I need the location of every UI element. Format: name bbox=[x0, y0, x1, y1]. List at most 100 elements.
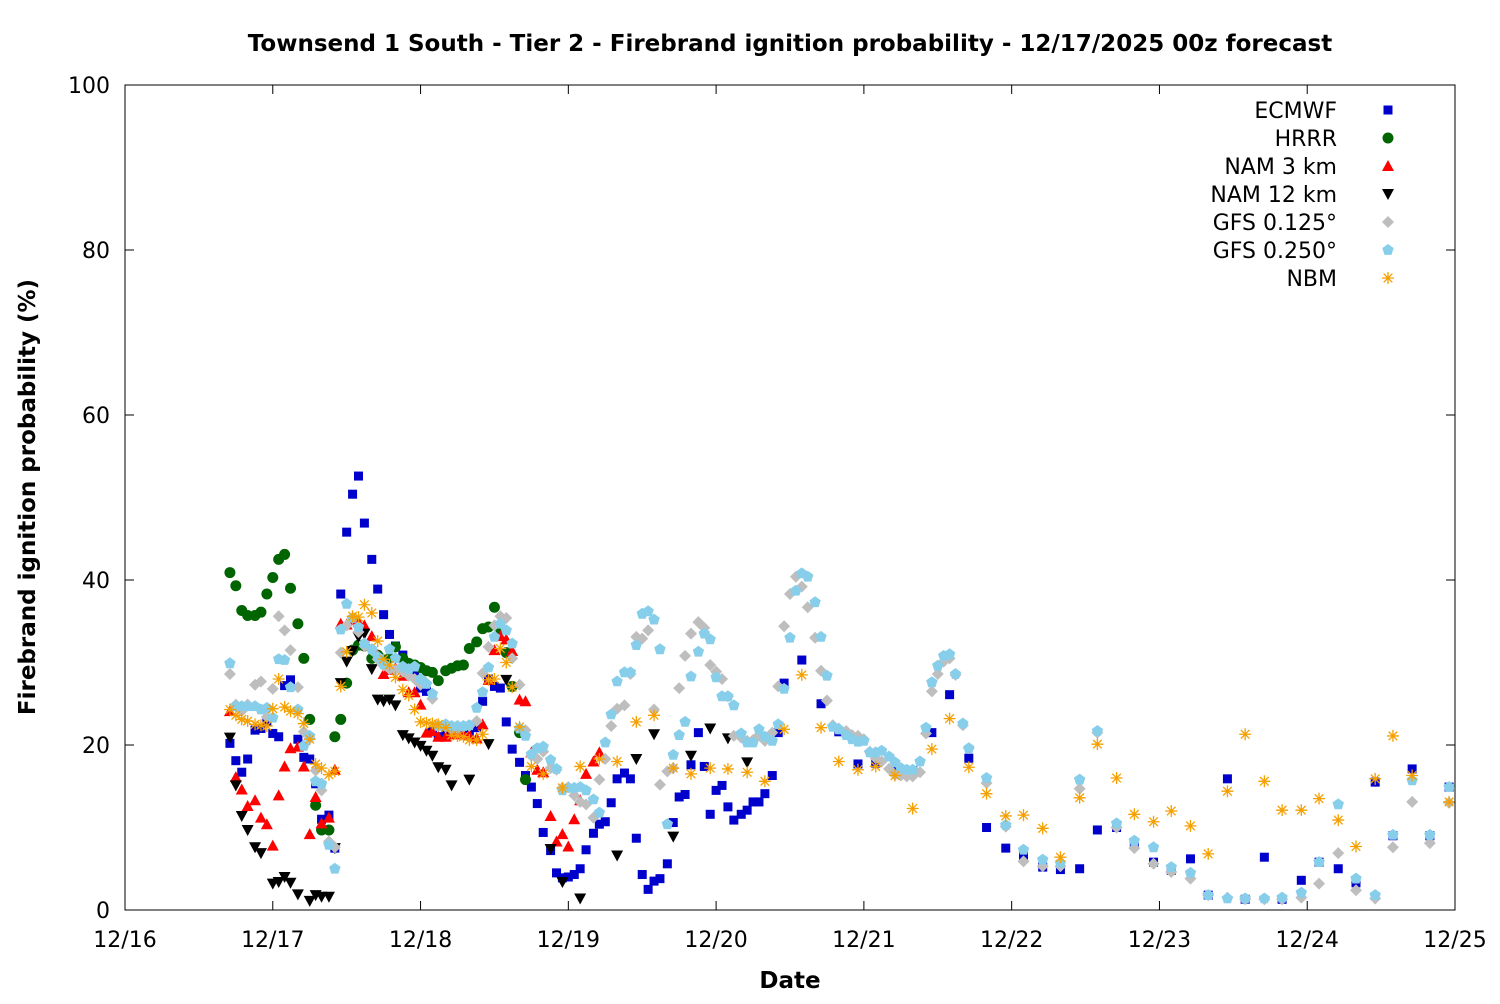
data-point bbox=[1147, 841, 1160, 853]
data-point bbox=[272, 876, 285, 888]
legend-marker bbox=[1382, 216, 1394, 228]
data-point bbox=[284, 644, 297, 657]
data-point bbox=[1386, 729, 1399, 742]
data-point bbox=[408, 703, 421, 716]
data-point bbox=[1073, 791, 1086, 804]
data-point bbox=[1258, 892, 1271, 904]
legend-marker bbox=[1383, 105, 1393, 115]
data-point bbox=[385, 629, 395, 639]
data-point bbox=[278, 760, 291, 772]
data-point bbox=[278, 654, 291, 665]
data-point bbox=[705, 809, 715, 819]
data-point bbox=[717, 780, 727, 790]
data-point bbox=[488, 601, 500, 613]
chart-title: Townsend 1 South - Tier 2 - Firebrand ig… bbox=[248, 31, 1332, 57]
data-point bbox=[241, 824, 254, 836]
data-point bbox=[472, 723, 482, 733]
data-point bbox=[426, 724, 439, 736]
data-point bbox=[519, 729, 532, 741]
data-point bbox=[728, 699, 740, 711]
data-point bbox=[224, 567, 236, 579]
data-point bbox=[1001, 843, 1011, 853]
data-point bbox=[309, 790, 322, 802]
data-point bbox=[888, 769, 901, 782]
series-nbm bbox=[223, 598, 1456, 864]
data-point bbox=[494, 617, 507, 629]
data-point bbox=[1332, 847, 1345, 860]
data-points bbox=[223, 471, 1456, 907]
data-point bbox=[402, 733, 415, 745]
data-point bbox=[426, 687, 439, 699]
data-point bbox=[1296, 875, 1306, 885]
data-point bbox=[630, 715, 643, 728]
data-point bbox=[506, 652, 519, 665]
data-point bbox=[550, 762, 563, 774]
data-point bbox=[471, 636, 483, 648]
data-point bbox=[588, 828, 598, 838]
data-point bbox=[643, 884, 653, 894]
data-point bbox=[624, 666, 637, 678]
data-point bbox=[1073, 782, 1086, 795]
data-point bbox=[1184, 866, 1197, 878]
y-tick-label: 0 bbox=[96, 899, 110, 924]
data-point bbox=[532, 799, 542, 809]
data-point bbox=[729, 815, 739, 825]
data-point bbox=[1054, 851, 1067, 864]
data-point bbox=[500, 656, 513, 669]
data-point bbox=[348, 489, 358, 499]
data-point bbox=[630, 639, 642, 650]
data-point bbox=[414, 740, 427, 752]
data-point bbox=[297, 717, 310, 730]
data-point bbox=[767, 771, 777, 781]
data-point bbox=[235, 810, 248, 822]
data-point bbox=[679, 649, 692, 662]
data-point bbox=[1017, 843, 1030, 855]
data-point bbox=[741, 766, 754, 779]
data-point bbox=[704, 633, 716, 645]
data-point bbox=[1295, 804, 1308, 817]
data-point bbox=[439, 764, 452, 776]
data-point bbox=[286, 675, 296, 685]
data-point bbox=[858, 734, 870, 746]
data-point bbox=[408, 686, 421, 698]
data-point bbox=[285, 582, 297, 594]
legend-label: GFS 0.125° bbox=[1213, 211, 1337, 236]
plot-area-frame bbox=[124, 84, 1456, 911]
data-point bbox=[721, 762, 734, 775]
data-point bbox=[260, 818, 273, 830]
data-point bbox=[784, 631, 796, 643]
data-point bbox=[340, 656, 353, 668]
data-point bbox=[278, 872, 291, 883]
data-point bbox=[1147, 815, 1160, 828]
data-point bbox=[544, 809, 557, 821]
data-point bbox=[249, 842, 262, 854]
data-point bbox=[284, 877, 297, 889]
data-point bbox=[568, 813, 581, 825]
data-point bbox=[379, 610, 389, 620]
data-point bbox=[906, 802, 919, 815]
data-point bbox=[223, 703, 236, 716]
series-nam-12-km bbox=[223, 628, 754, 907]
data-point bbox=[272, 673, 285, 685]
data-point bbox=[544, 843, 557, 855]
data-point bbox=[358, 598, 371, 611]
data-point bbox=[680, 790, 690, 799]
data-point bbox=[642, 624, 655, 637]
data-point bbox=[519, 695, 532, 707]
y-axis-label: Firebrand ignition probability (%) bbox=[15, 279, 41, 715]
data-point bbox=[1128, 808, 1141, 821]
data-point bbox=[396, 730, 409, 742]
data-point bbox=[1386, 841, 1399, 854]
data-point bbox=[927, 728, 937, 738]
data-point bbox=[931, 668, 944, 681]
data-point bbox=[816, 699, 826, 709]
data-point bbox=[315, 762, 328, 775]
data-point bbox=[809, 596, 821, 608]
data-point bbox=[797, 655, 807, 665]
data-point bbox=[426, 717, 439, 730]
data-point bbox=[581, 845, 591, 855]
axis-ticks: 12/16 12/17 12/18 12/19 12/20 12/21 12/22 12/23… bbox=[68, 74, 1487, 953]
data-point bbox=[476, 686, 489, 698]
series-hrrr bbox=[224, 548, 531, 836]
